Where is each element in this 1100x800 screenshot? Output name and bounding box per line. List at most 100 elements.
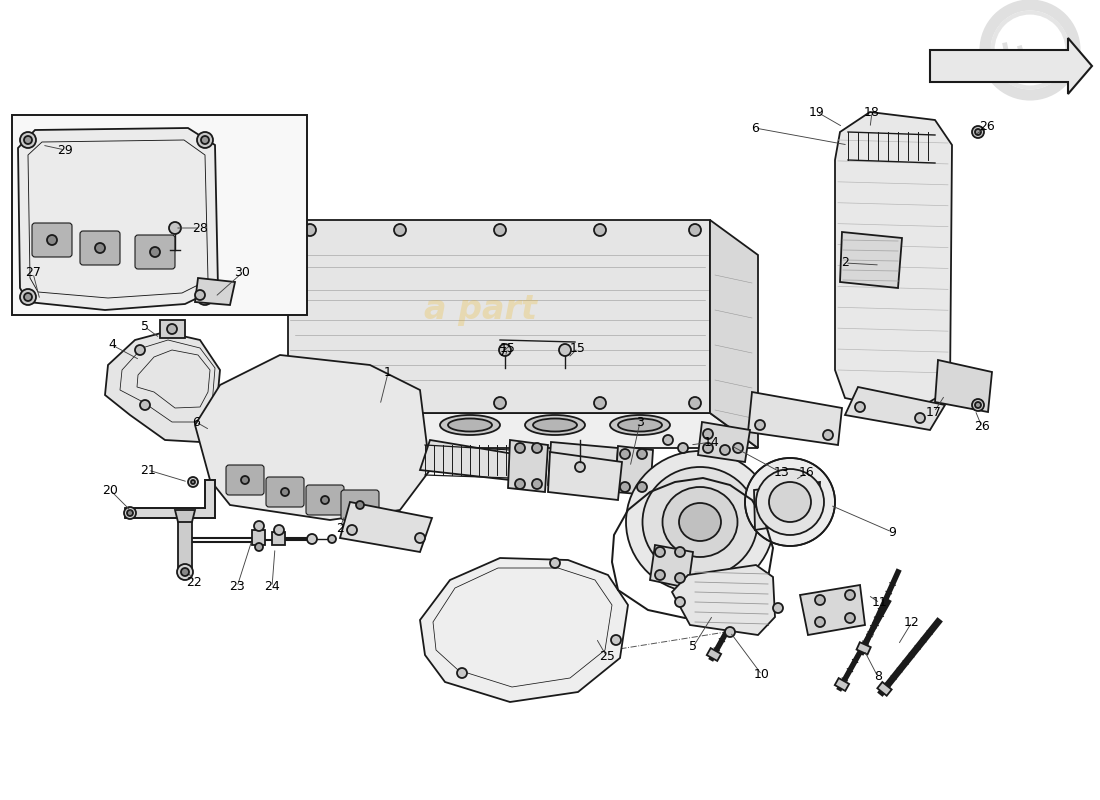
Circle shape bbox=[135, 345, 145, 355]
Circle shape bbox=[637, 482, 647, 492]
Circle shape bbox=[95, 243, 104, 253]
FancyBboxPatch shape bbox=[306, 485, 344, 515]
Polygon shape bbox=[104, 332, 220, 442]
Circle shape bbox=[241, 476, 249, 484]
Circle shape bbox=[346, 525, 358, 535]
Circle shape bbox=[975, 402, 981, 408]
Text: 15: 15 bbox=[500, 342, 516, 354]
Circle shape bbox=[678, 443, 688, 453]
Circle shape bbox=[703, 429, 713, 439]
Text: 18: 18 bbox=[865, 106, 880, 118]
Circle shape bbox=[725, 627, 735, 637]
Circle shape bbox=[675, 547, 685, 557]
Circle shape bbox=[254, 521, 264, 531]
Text: 2: 2 bbox=[337, 522, 344, 534]
Circle shape bbox=[356, 501, 364, 509]
Circle shape bbox=[304, 397, 316, 409]
Circle shape bbox=[972, 399, 984, 411]
Polygon shape bbox=[698, 422, 750, 462]
Polygon shape bbox=[800, 585, 865, 635]
Circle shape bbox=[197, 132, 213, 148]
Ellipse shape bbox=[642, 467, 758, 577]
Circle shape bbox=[773, 603, 783, 613]
Circle shape bbox=[274, 525, 284, 535]
Ellipse shape bbox=[534, 418, 578, 431]
Text: 16: 16 bbox=[799, 466, 815, 479]
Circle shape bbox=[594, 397, 606, 409]
Text: 14: 14 bbox=[704, 435, 719, 449]
FancyBboxPatch shape bbox=[135, 235, 175, 269]
Circle shape bbox=[845, 613, 855, 623]
Text: 5: 5 bbox=[689, 641, 697, 654]
Polygon shape bbox=[878, 682, 892, 696]
Ellipse shape bbox=[769, 482, 811, 522]
Circle shape bbox=[328, 535, 336, 543]
Polygon shape bbox=[672, 565, 776, 635]
Text: 29: 29 bbox=[57, 143, 73, 157]
Ellipse shape bbox=[662, 487, 737, 557]
Polygon shape bbox=[125, 480, 214, 518]
Circle shape bbox=[594, 224, 606, 236]
Circle shape bbox=[733, 443, 742, 453]
Text: 27: 27 bbox=[25, 266, 41, 279]
Polygon shape bbox=[748, 392, 842, 445]
Polygon shape bbox=[615, 446, 653, 495]
Text: 26: 26 bbox=[975, 421, 990, 434]
Circle shape bbox=[321, 496, 329, 504]
Circle shape bbox=[823, 430, 833, 440]
Text: 4: 4 bbox=[108, 338, 115, 351]
Text: 13: 13 bbox=[774, 466, 790, 479]
FancyBboxPatch shape bbox=[266, 477, 304, 507]
Circle shape bbox=[20, 132, 36, 148]
Text: 26: 26 bbox=[979, 121, 994, 134]
Polygon shape bbox=[272, 532, 285, 545]
Polygon shape bbox=[650, 545, 693, 588]
Circle shape bbox=[815, 595, 825, 605]
Text: 3: 3 bbox=[636, 415, 644, 429]
Circle shape bbox=[494, 397, 506, 409]
Text: 24: 24 bbox=[264, 581, 279, 594]
Circle shape bbox=[140, 400, 150, 410]
Polygon shape bbox=[835, 112, 952, 412]
Circle shape bbox=[195, 290, 205, 300]
Circle shape bbox=[620, 449, 630, 459]
Polygon shape bbox=[420, 440, 520, 480]
Circle shape bbox=[150, 247, 160, 257]
Ellipse shape bbox=[610, 415, 670, 435]
Circle shape bbox=[755, 420, 764, 430]
FancyBboxPatch shape bbox=[226, 465, 264, 495]
Circle shape bbox=[124, 507, 136, 519]
Circle shape bbox=[720, 445, 730, 455]
Circle shape bbox=[815, 617, 825, 627]
Text: 11: 11 bbox=[872, 597, 888, 610]
Text: 23: 23 bbox=[229, 581, 245, 594]
Circle shape bbox=[637, 449, 647, 459]
Ellipse shape bbox=[756, 469, 824, 535]
Polygon shape bbox=[18, 128, 218, 310]
Circle shape bbox=[654, 547, 666, 557]
Text: 22: 22 bbox=[186, 575, 202, 589]
Circle shape bbox=[169, 222, 182, 234]
FancyBboxPatch shape bbox=[32, 223, 72, 257]
Circle shape bbox=[559, 344, 571, 356]
Text: 10: 10 bbox=[755, 669, 770, 682]
FancyBboxPatch shape bbox=[341, 490, 380, 520]
Circle shape bbox=[532, 443, 542, 453]
Circle shape bbox=[255, 543, 263, 551]
Circle shape bbox=[177, 564, 192, 580]
Circle shape bbox=[515, 443, 525, 453]
Ellipse shape bbox=[618, 418, 662, 431]
Polygon shape bbox=[548, 452, 621, 500]
Polygon shape bbox=[252, 530, 265, 545]
Circle shape bbox=[689, 397, 701, 409]
Circle shape bbox=[703, 443, 713, 453]
Polygon shape bbox=[420, 558, 628, 702]
Circle shape bbox=[47, 235, 57, 245]
Text: 20: 20 bbox=[102, 483, 118, 497]
Ellipse shape bbox=[679, 503, 721, 541]
Text: 17: 17 bbox=[926, 406, 942, 418]
Ellipse shape bbox=[448, 418, 492, 431]
Circle shape bbox=[855, 402, 865, 412]
Circle shape bbox=[307, 534, 317, 544]
Circle shape bbox=[975, 129, 981, 135]
